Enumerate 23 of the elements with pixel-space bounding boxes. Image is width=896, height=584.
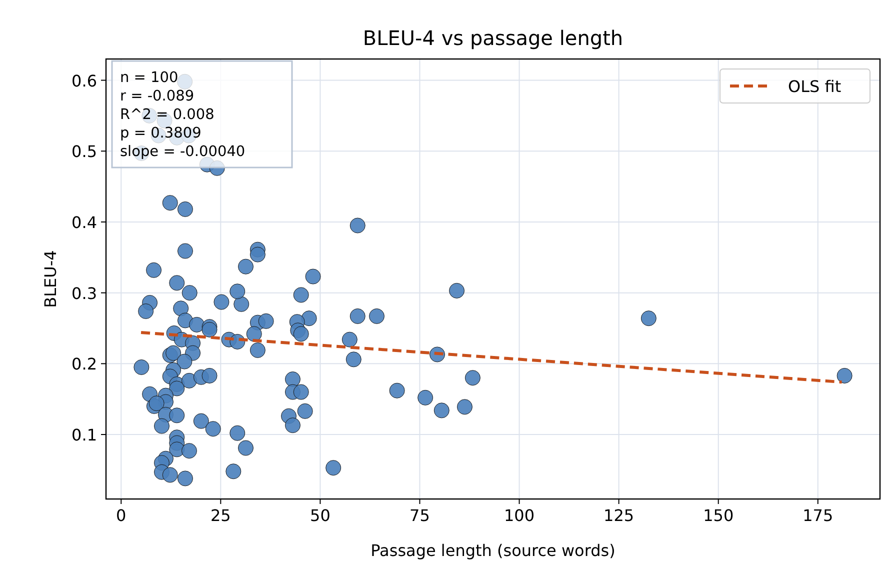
x-axis-title: Passage length (source words) (370, 541, 616, 560)
y-tick-label: 0.5 (72, 142, 97, 162)
x-tick-label: 150 (703, 506, 734, 525)
x-tick-label: 125 (604, 506, 634, 525)
annotation: slope = -0.00040 (120, 144, 246, 160)
x-tick-label: 175 (802, 506, 834, 525)
annotation: R^2 = 0.008 (120, 107, 214, 123)
chart-title: BLEU-4 vs passage length (362, 26, 624, 50)
annotation: r = -0.089 (120, 88, 194, 104)
legend-label: OLS fit (788, 77, 842, 96)
y-axis-title: BLEU-4 (41, 250, 60, 308)
y-tick-label: 0.1 (72, 426, 97, 445)
y-tick-label: 0.2 (72, 354, 97, 374)
annotation: n = 100 (120, 70, 178, 86)
y-tick-label: 0.4 (72, 212, 97, 232)
annotation: p = 0.3809 (120, 126, 202, 142)
y-tick-label: 0.3 (72, 284, 97, 303)
x-tick-label: 100 (504, 506, 535, 525)
x-tick-label: 0 (116, 506, 126, 525)
x-tick-label: 25 (210, 506, 231, 525)
y-tick-label: 0.6 (72, 71, 97, 90)
x-tick-label: 50 (310, 506, 330, 525)
x-tick-label: 75 (410, 506, 430, 525)
